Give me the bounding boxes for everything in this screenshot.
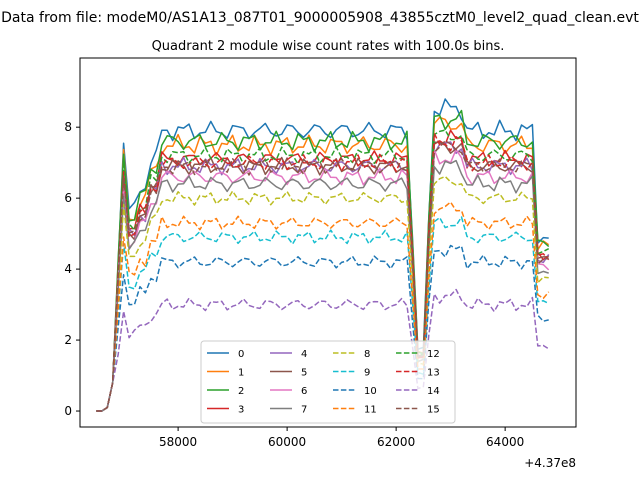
figure-suptitle: Data from file: modeM0/AS1A13_087T01_900… [1, 10, 639, 26]
legend-label-0: 0 [238, 349, 244, 360]
x-offset-label: +4.37e8 [524, 456, 576, 470]
x-tick-label: 62000 [377, 435, 415, 449]
y-tick-label: 8 [64, 120, 72, 134]
series-line-13 [96, 132, 550, 412]
legend-label-12: 12 [427, 349, 440, 360]
legend-label-1: 1 [238, 368, 244, 379]
series-line-14 [96, 288, 550, 412]
legend-label-4: 4 [301, 349, 307, 360]
legend-label-8: 8 [364, 349, 370, 360]
legend-box [200, 340, 456, 424]
series-line-10 [96, 244, 549, 412]
legend-label-10: 10 [364, 386, 377, 397]
x-axis: 58000 60000 62000 64000 [159, 427, 524, 449]
y-tick-label: 6 [64, 191, 72, 205]
y-axis: 0 2 4 6 8 [64, 120, 80, 418]
legend-label-6: 6 [301, 386, 307, 397]
legend-label-7: 7 [301, 405, 307, 416]
series-line-9 [96, 216, 550, 412]
series-line-15 [96, 140, 549, 412]
x-tick-label: 58000 [159, 435, 197, 449]
legend-label-15: 15 [427, 405, 440, 416]
y-tick-label: 0 [64, 404, 72, 418]
legend-label-14: 14 [427, 386, 440, 397]
series-line-7 [96, 159, 549, 412]
series-line-12 [96, 129, 550, 412]
legend-label-2: 2 [238, 386, 244, 397]
legend-label-3: 3 [238, 405, 244, 416]
plot-area: 58000 60000 62000 64000 0 2 4 6 8 +4.37e8 [64, 57, 577, 470]
legend-label-9: 9 [364, 368, 370, 379]
series-layer [96, 98, 550, 412]
x-tick-label: 60000 [268, 435, 306, 449]
x-tick-label: 64000 [486, 435, 524, 449]
legend-label-13: 13 [427, 368, 440, 379]
axes-frame [79, 57, 577, 428]
y-tick-label: 4 [64, 262, 72, 276]
legend-label-5: 5 [301, 368, 307, 379]
series-line-11 [96, 201, 550, 412]
y-tick-label: 2 [64, 333, 72, 347]
legend-label-11: 11 [364, 405, 377, 416]
series-line-0 [96, 98, 549, 412]
series-line-2 [96, 109, 550, 412]
series-line-8 [96, 175, 549, 412]
chart-title: Quadrant 2 module wise count rates with … [152, 39, 505, 54]
